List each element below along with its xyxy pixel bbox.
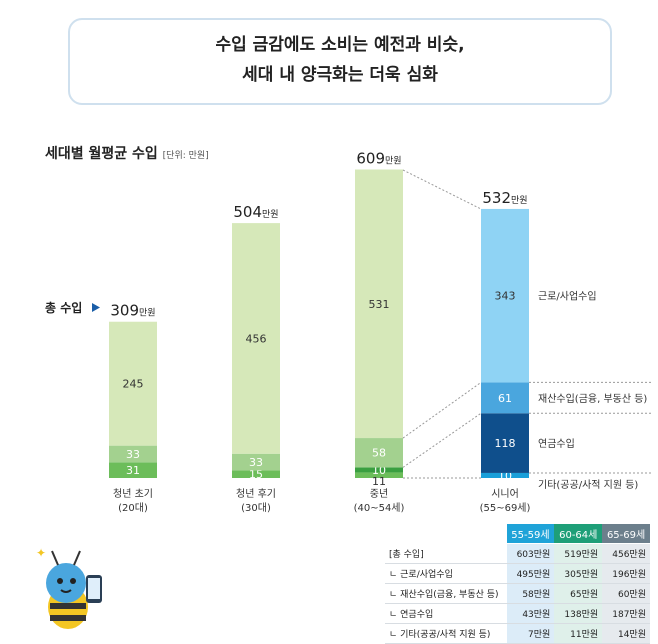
table-cell-value: 519만원 (554, 543, 603, 564)
bar-segment (355, 169, 403, 439)
table-row-label: ㄴ 재산수입(금융, 부동산 등) (385, 583, 507, 604)
segment-value-label: 531 (369, 298, 390, 311)
segment-value-label: 15 (249, 468, 263, 481)
segment-legend-label: 기타(공공/사적 지원 등) (538, 479, 638, 491)
table-cell-value: 495만원 (506, 563, 555, 584)
table-cell-value: 138만원 (554, 603, 603, 624)
segment-legend-label: 연금수입 (538, 437, 575, 450)
category-label: 청년 후기 (236, 488, 276, 500)
table-cell-value: 60만원 (602, 583, 650, 604)
category-sublabel: (55~69세) (480, 502, 531, 514)
segment-value-label: 33 (126, 448, 140, 461)
bar-segment (355, 438, 403, 468)
table-header (385, 524, 507, 544)
segment-value-label: 33 (249, 456, 263, 469)
chart-title: 세대별 월평균 수입 [단위: 만원] (45, 143, 209, 163)
segment-value-label: 456 (246, 332, 267, 345)
bar-total-label: 309만원 (110, 302, 155, 320)
table-cell-value: 187만원 (602, 603, 650, 624)
bar-total-label: 504만원 (233, 203, 278, 221)
bar-segment (109, 445, 157, 463)
segment-value-label: 118 (495, 437, 516, 450)
table-row-label: ㄴ 근로/사업수입 (385, 563, 507, 584)
table-row: ㄴ 재산수입(금융, 부동산 등) 58만원 65만원 60만원 (385, 583, 650, 604)
table-cell-value: 65만원 (554, 583, 603, 604)
bar-segment (109, 321, 157, 446)
segment-value-label: 31 (126, 464, 140, 477)
bar-segment (481, 208, 529, 383)
table-cell-value: 456만원 (602, 543, 650, 564)
table-row: ㄴ 연금수입 43만원 138만원 187만원 (385, 603, 650, 624)
table-cell-value: 43만원 (506, 603, 555, 624)
table-cell-value: 305만원 (554, 563, 603, 584)
category-label: 시니어 (491, 488, 519, 500)
bar-segment (232, 470, 280, 478)
chart-unit: [단위: 만원] (162, 151, 209, 161)
table-header: 55-59세 (506, 524, 555, 544)
bar-segment (481, 382, 529, 414)
chart-title-text: 세대별 월평균 수입 (45, 146, 158, 162)
category-sublabel: (20대) (118, 502, 148, 514)
headline-box: 수입 금감에도 소비는 예전과 비슷, 세대 내 양극화는 더욱 심화 (68, 18, 612, 105)
segment-legend-label: 근로/사업수입 (538, 290, 597, 303)
table-cell-value: 7만원 (506, 623, 555, 644)
connector-line (402, 412, 482, 468)
segment-value-label: 58 (372, 447, 386, 460)
headline-line2: 세대 내 양극화는 더욱 심화 (242, 65, 438, 85)
bar-total-label: 609만원 (356, 149, 401, 167)
table-row-label: ㄴ 연금수입 (385, 603, 507, 624)
segment-value-label: 343 (495, 290, 516, 303)
table-row-label: ㄴ 기타(공공/사적 지원 등) (385, 623, 507, 644)
segment-value-label: 61 (498, 392, 512, 405)
table-row: ㄴ 기타(공공/사적 지원 등) 7만원 11만원 14만원 (385, 623, 650, 644)
bar-segment (355, 467, 403, 473)
bar-segment (109, 462, 157, 478)
bar-total-label: 532만원 (482, 189, 527, 207)
bee-mascot-icon: ✦ (36, 546, 102, 629)
table-header: 60-64세 (554, 524, 603, 544)
bar-segment (481, 413, 529, 473)
table-row-label: [총 수입] (385, 543, 507, 564)
bar-segment (355, 472, 403, 478)
connector-line (402, 382, 482, 439)
table-cell-value: 603만원 (506, 543, 555, 564)
total-income-label: 총 수입 (45, 300, 82, 315)
category-sublabel: (40~54세) (354, 502, 405, 514)
bar-segment (232, 453, 280, 471)
bar-segment (232, 223, 280, 454)
segment-legend-label: 재산수입(금융, 부동산 등) (538, 392, 647, 405)
table-cell-value: 14만원 (602, 623, 650, 644)
segment-value-label: 11 (372, 475, 386, 488)
table-header: 65-69세 (602, 524, 650, 544)
senior-income-table: 55-59세 60-64세 65-69세 [총 수입] 603만원 519만원 456만원… (385, 524, 650, 644)
connector-line (402, 169, 482, 210)
table-row: ㄴ 근로/사업수입 495만원 305만원 196만원 (385, 563, 650, 584)
table-row: [총 수입] 603만원 519만원 456만원 (385, 543, 650, 564)
headline-line1: 수입 금감에도 소비는 예전과 비슷, (215, 35, 465, 55)
bar-segment (481, 472, 529, 478)
category-sublabel: (30대) (241, 502, 271, 514)
svg-text:✦: ✦ (36, 546, 46, 560)
category-label: 청년 초기 (113, 488, 153, 500)
category-label: 중년 (370, 488, 388, 500)
segment-value-label: 245 (123, 378, 144, 391)
table-cell-value: 11만원 (554, 623, 603, 644)
arrow-right-icon (92, 303, 100, 312)
table-cell-value: 196만원 (602, 563, 650, 584)
table-cell-value: 58만원 (506, 583, 555, 604)
